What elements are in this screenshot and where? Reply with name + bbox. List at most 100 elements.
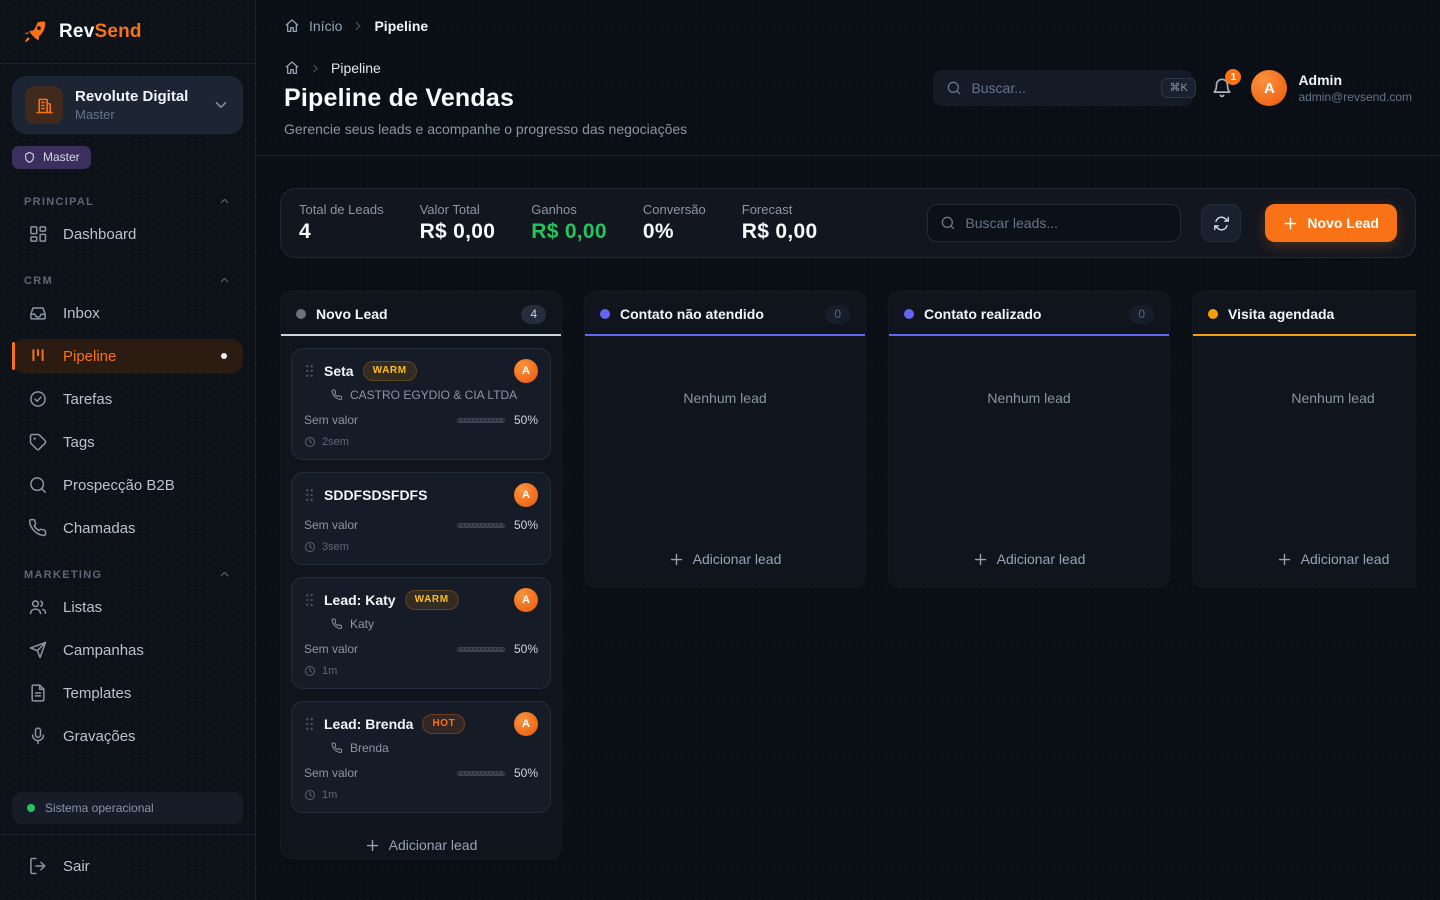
- shield-icon: [23, 151, 36, 164]
- lead-card-sddfsdsfdfs[interactable]: SDDFSDSFDFS A Sem valor 50% 3sem: [291, 472, 551, 565]
- content-area: Total de Leads 4 Valor Total R$ 0,00 Gan…: [256, 156, 1440, 900]
- page-subtitle: Gerencie seus leads e acompanhe o progre…: [284, 121, 688, 137]
- temperature-badge: WARM: [404, 590, 459, 610]
- temperature-badge: HOT: [422, 714, 466, 734]
- user-menu[interactable]: A Admin admin@revsend.com: [1251, 70, 1412, 106]
- plus-icon: [1277, 552, 1292, 567]
- empty-state-text: Nenhum lead: [683, 390, 767, 406]
- user-email: admin@revsend.com: [1298, 90, 1412, 104]
- sidebar-item-inbox[interactable]: Inbox: [12, 296, 243, 330]
- global-search-input[interactable]: [971, 80, 1153, 96]
- column-title: Novo Lead: [316, 306, 388, 322]
- brand-logo: RevSend: [0, 0, 255, 64]
- chevron-right-icon: [351, 19, 365, 33]
- probability-bar: [456, 522, 505, 528]
- stat-forecast: Forecast R$ 0,00: [741, 202, 818, 243]
- add-lead-button[interactable]: Adicionar lead: [1203, 539, 1416, 581]
- lead-card-katy[interactable]: Lead: Katy WARM A Katy Sem valor 50%: [291, 577, 551, 689]
- home-icon[interactable]: [284, 18, 300, 34]
- active-indicator: [12, 342, 15, 370]
- nav-section-marketing[interactable]: MARKETING: [12, 554, 243, 590]
- check-circle-icon: [28, 389, 48, 409]
- sidebar-item-prospeccao[interactable]: Prospecção B2B: [12, 468, 243, 502]
- lead-card-seta[interactable]: Seta WARM A CASTRO EGYDIO & CIA LTDA Sem…: [291, 348, 551, 460]
- phone-icon: [28, 518, 48, 538]
- sidebar: RevSend Revolute Digital Master Master P…: [0, 0, 256, 900]
- column-body: Nenhum lead Adicionar lead: [889, 336, 1169, 587]
- lead-contact: Brenda: [331, 741, 538, 755]
- lead-value: Sem valor: [304, 518, 359, 532]
- sidebar-item-pipeline[interactable]: Pipeline: [12, 339, 243, 373]
- drag-handle-icon[interactable]: [304, 364, 315, 378]
- nav-section-principal[interactable]: PRINCIPAL: [12, 181, 243, 217]
- column-title: Visita agendada: [1228, 306, 1335, 322]
- breadcrumb-home[interactable]: Início: [309, 18, 343, 34]
- page-title: Pipeline de Vendas: [284, 84, 515, 112]
- sidebar-item-campanhas[interactable]: Campanhas: [12, 633, 243, 667]
- search-icon: [940, 215, 956, 231]
- drag-handle-icon[interactable]: [304, 488, 315, 502]
- system-status: Sistema operacional: [12, 792, 243, 824]
- workspace-switcher[interactable]: Revolute Digital Master: [12, 76, 243, 134]
- new-lead-button[interactable]: Novo Lead: [1265, 204, 1397, 242]
- pipeline-stats-panel: Total de Leads 4 Valor Total R$ 0,00 Gan…: [280, 188, 1416, 258]
- status-dot-icon: [27, 804, 35, 812]
- empty-state-text: Nenhum lead: [1291, 390, 1375, 406]
- lead-age: 1m: [304, 789, 538, 801]
- probability-value: 50%: [513, 642, 538, 656]
- notifications-button[interactable]: 1: [1211, 69, 1242, 99]
- sidebar-item-tags[interactable]: Tags: [12, 425, 243, 459]
- sidebar-footer: Sair: [0, 834, 255, 900]
- drag-handle-icon[interactable]: [304, 717, 315, 731]
- workspace-role: Master: [75, 107, 115, 122]
- column-dot-icon: [1208, 309, 1218, 319]
- keyboard-shortcut-badge: ⌘K: [1161, 78, 1196, 98]
- nav-section-crm[interactable]: CRM: [12, 260, 243, 296]
- add-lead-button[interactable]: Adicionar lead: [291, 825, 551, 858]
- column-visita-agendada: Visita agendada 0 Nenhum lead Adicionar …: [1192, 291, 1416, 588]
- leads-search-input[interactable]: [965, 215, 1169, 231]
- lead-card-brenda[interactable]: Lead: Brenda HOT A Brenda Sem valor 50%: [291, 701, 551, 813]
- sidebar-item-tarefas[interactable]: Tarefas: [12, 382, 243, 416]
- assignee-avatar: A: [514, 359, 538, 383]
- topbar-breadcrumb: Início Pipeline: [256, 0, 1440, 52]
- stat-conversao: Conversão 0%: [642, 202, 706, 243]
- column-accent: [1193, 334, 1416, 336]
- user-name: Admin: [1298, 72, 1342, 88]
- probability-bar: [456, 417, 505, 423]
- probability-value: 50%: [513, 518, 538, 532]
- avatar: A: [1251, 70, 1288, 106]
- refresh-button[interactable]: [1201, 204, 1242, 242]
- lead-value: Sem valor: [304, 413, 359, 427]
- sidebar-item-templates[interactable]: Templates: [12, 676, 243, 710]
- active-dot: [221, 353, 227, 359]
- column-body: Nenhum lead Adicionar lead: [1193, 336, 1416, 587]
- stat-ganhos: Ganhos R$ 0,00: [531, 202, 607, 243]
- assignee-avatar: A: [514, 588, 538, 612]
- add-lead-button[interactable]: Adicionar lead: [595, 539, 855, 581]
- probability-bar: [456, 646, 505, 652]
- probability-bar: [456, 770, 505, 776]
- column-contato-realizado: Contato realizado 0 Nenhum lead Adiciona…: [888, 291, 1170, 588]
- column-header: Contato realizado 0: [889, 292, 1169, 336]
- lead-title: Lead: Brenda: [324, 716, 414, 732]
- home-icon[interactable]: [284, 60, 300, 76]
- plus-icon: [973, 552, 988, 567]
- chevron-down-icon: [212, 96, 230, 114]
- sidebar-item-dashboard[interactable]: Dashboard: [12, 217, 243, 251]
- leads-search[interactable]: [927, 204, 1182, 242]
- column-accent: [281, 334, 561, 336]
- global-search[interactable]: ⌘K: [933, 70, 1196, 106]
- main-area: Início Pipeline Pipeline Pipeline de Ven…: [256, 0, 1440, 900]
- sidebar-item-listas[interactable]: Listas: [12, 590, 243, 624]
- chevron-up-icon: [218, 274, 231, 287]
- lead-age: 1m: [304, 665, 538, 677]
- lead-title: Lead: Katy: [324, 592, 396, 608]
- column-dot-icon: [600, 309, 610, 319]
- plus-icon: [1283, 216, 1298, 231]
- sidebar-item-chamadas[interactable]: Chamadas: [12, 511, 243, 545]
- add-lead-button[interactable]: Adicionar lead: [899, 539, 1159, 581]
- sidebar-item-gravacoes[interactable]: Gravações: [12, 719, 243, 753]
- drag-handle-icon[interactable]: [304, 593, 315, 607]
- logout-button[interactable]: Sair: [12, 849, 243, 883]
